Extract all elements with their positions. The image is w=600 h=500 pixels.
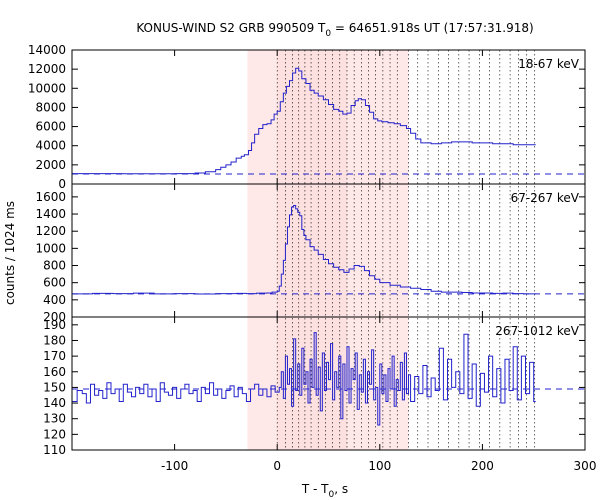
y-tick-label-0-6: 12000 bbox=[28, 62, 66, 76]
series-2-0 bbox=[72, 332, 536, 426]
y-tick-label-0-4: 8000 bbox=[35, 100, 66, 114]
y-axis-label: counts / 1024 ms bbox=[3, 201, 17, 305]
x-tick-label-4: 300 bbox=[574, 459, 597, 473]
y-tick-label-2-6: 170 bbox=[43, 349, 66, 363]
y-tick-label-2-5: 160 bbox=[43, 365, 66, 379]
y-tick-label-1-5: 1200 bbox=[35, 224, 66, 238]
y-tick-label-1-1: 400 bbox=[43, 293, 66, 307]
data-layer bbox=[72, 67, 585, 426]
y-tick-label-1-6: 1400 bbox=[35, 207, 66, 221]
y-tick-label-0-2: 4000 bbox=[35, 139, 66, 153]
y-tick-label-2-2: 130 bbox=[43, 412, 66, 426]
y-tick-label-1-4: 1000 bbox=[35, 241, 66, 255]
panel-frame-2 bbox=[71, 316, 586, 451]
band-label-1: 67-267 keV bbox=[511, 191, 580, 205]
series-0-0 bbox=[72, 67, 536, 175]
x-tick-label-1: 0 bbox=[273, 459, 281, 473]
y-tick-label-1-7: 1600 bbox=[35, 190, 66, 204]
y-tick-label-1-2: 600 bbox=[43, 276, 66, 290]
x-axis-label-subscript: 0 bbox=[329, 490, 335, 500]
y-tick-label-2-7: 180 bbox=[43, 333, 66, 347]
y-tick-label-2-1: 120 bbox=[43, 427, 66, 441]
chart-title-prefix: KONUS-WIND S2 GRB 990509 T bbox=[136, 21, 326, 35]
y-tick-label-1-0: 200 bbox=[43, 310, 66, 324]
y-tick-label-2-4: 150 bbox=[43, 380, 66, 394]
x-axis-label: T - T0, s bbox=[301, 482, 348, 500]
y-tick-label-2-3: 140 bbox=[43, 396, 66, 410]
chart-title: KONUS-WIND S2 GRB 990509 T0 = 64651.918s… bbox=[136, 21, 533, 39]
y-tick-label-2-8: 190 bbox=[43, 318, 66, 332]
band-label-0: 18-67 keV bbox=[518, 57, 580, 71]
x-tick-label-0: -100 bbox=[161, 459, 188, 473]
chart-title-suffix: = 64651.918s UT (17:57:31.918) bbox=[331, 21, 534, 35]
y-tick-label-0-1: 2000 bbox=[35, 158, 66, 172]
x-tick-label-2: 100 bbox=[368, 459, 391, 473]
y-tick-label-0-3: 6000 bbox=[35, 120, 66, 134]
x-tick-label-3: 200 bbox=[471, 459, 494, 473]
y-tick-label-1-3: 800 bbox=[43, 259, 66, 273]
band-label-2: 267-1012 keV bbox=[495, 324, 579, 338]
chart-title-subscript: 0 bbox=[325, 29, 331, 39]
x-axis-label-prefix: T - T bbox=[301, 482, 329, 496]
x-axis-label-suffix: , s bbox=[334, 482, 348, 496]
y-tick-label-0-0: 0 bbox=[58, 177, 66, 191]
y-tick-label-0-7: 14000 bbox=[28, 43, 66, 57]
dense-shaded-interval bbox=[277, 50, 347, 450]
y-tick-label-2-0: 110 bbox=[43, 443, 66, 457]
series-1-0 bbox=[72, 204, 536, 295]
y-tick-label-0-5: 10000 bbox=[28, 81, 66, 95]
